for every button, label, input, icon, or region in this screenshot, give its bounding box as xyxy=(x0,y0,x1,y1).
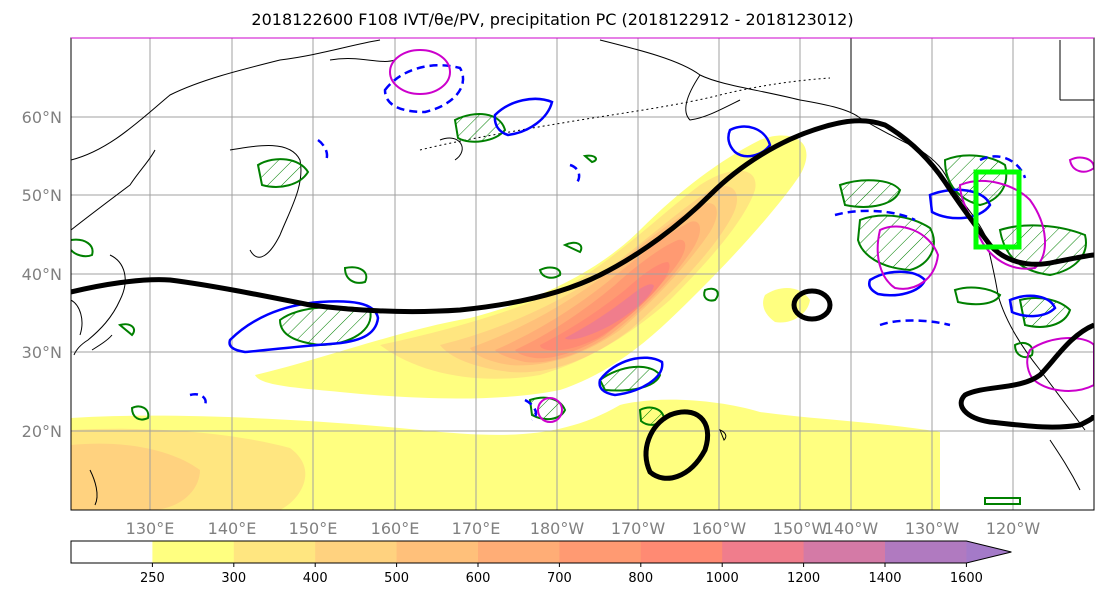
highlight-box xyxy=(973,169,1022,250)
lon-label-130E: 130°E xyxy=(126,519,175,538)
colorbar-tick-label: 300 xyxy=(221,571,246,586)
lon-label-140W: 140°W xyxy=(824,519,879,538)
colorbar-tick-label: 1600 xyxy=(950,571,983,586)
lon-label-170W: 170°W xyxy=(611,519,666,538)
lon-label-160E: 160°E xyxy=(371,519,420,538)
colorbar-tick-label: 600 xyxy=(466,571,491,586)
chart-title: 2018122600 F108 IVT/θe/PV, precipitation… xyxy=(251,10,854,29)
colorbar-segment xyxy=(71,541,153,563)
colorbar-extend-arrow xyxy=(966,541,1012,563)
lon-label-180W: 180°W xyxy=(530,519,585,538)
lat-label-30: 30°N xyxy=(22,343,62,362)
lon-label-150E: 150°E xyxy=(289,519,338,538)
colorbar-tick-label: 1000 xyxy=(706,571,739,586)
precip-outlines xyxy=(71,154,1034,505)
colorbar-segment xyxy=(233,541,316,563)
lon-label-150W: 150°W xyxy=(773,519,828,538)
colorbar-segment xyxy=(722,541,805,563)
colorbar-tick-label: 1200 xyxy=(787,571,820,586)
lat-label-40: 40°N xyxy=(22,265,62,284)
latitude-labels: 60°N 50°N 40°N 30°N 20°N xyxy=(22,108,62,441)
colorbar-segment xyxy=(885,541,967,563)
lon-label-130W: 130°W xyxy=(905,519,960,538)
colorbar-tick-label: 800 xyxy=(628,571,653,586)
colorbar: 250 300 400 500 600 700 800 1000 1200 1400 1600 xyxy=(70,540,1012,586)
lon-label-160W: 160°W xyxy=(692,519,747,538)
graticule xyxy=(71,38,1094,510)
colorbar-tick-label: 1400 xyxy=(868,571,901,586)
colorbar-segment xyxy=(803,541,886,563)
colorbar-segment xyxy=(640,541,723,563)
colorbar-segment xyxy=(315,541,398,563)
pv-negative-contours xyxy=(228,97,1057,397)
colorbar-segment xyxy=(559,541,642,563)
lon-label-140E: 140°E xyxy=(208,519,257,538)
lat-label-60: 60°N xyxy=(22,108,62,127)
pv-negative-dashed xyxy=(189,64,1027,422)
lat-label-20: 20°N xyxy=(22,422,62,441)
colorbar-outline xyxy=(70,540,1012,564)
colorbar-tick-label: 500 xyxy=(384,571,409,586)
colorbar-segment xyxy=(396,541,479,563)
colorbar-tick-label: 250 xyxy=(140,571,165,586)
longitude-labels: 130°E 140°E 150°E 160°E 170°E 180°W 170°… xyxy=(126,519,1041,538)
colorbar-segment xyxy=(152,541,235,563)
lat-label-50: 50°N xyxy=(22,186,62,205)
lon-label-120W: 120°W xyxy=(986,519,1041,538)
lon-label-170E: 170°E xyxy=(452,519,501,538)
theta-e-contours xyxy=(71,118,1094,481)
colorbar-tick-label: 700 xyxy=(547,571,572,586)
colorbar-segment xyxy=(478,541,560,563)
colorbar-tick-label: 400 xyxy=(303,571,328,586)
